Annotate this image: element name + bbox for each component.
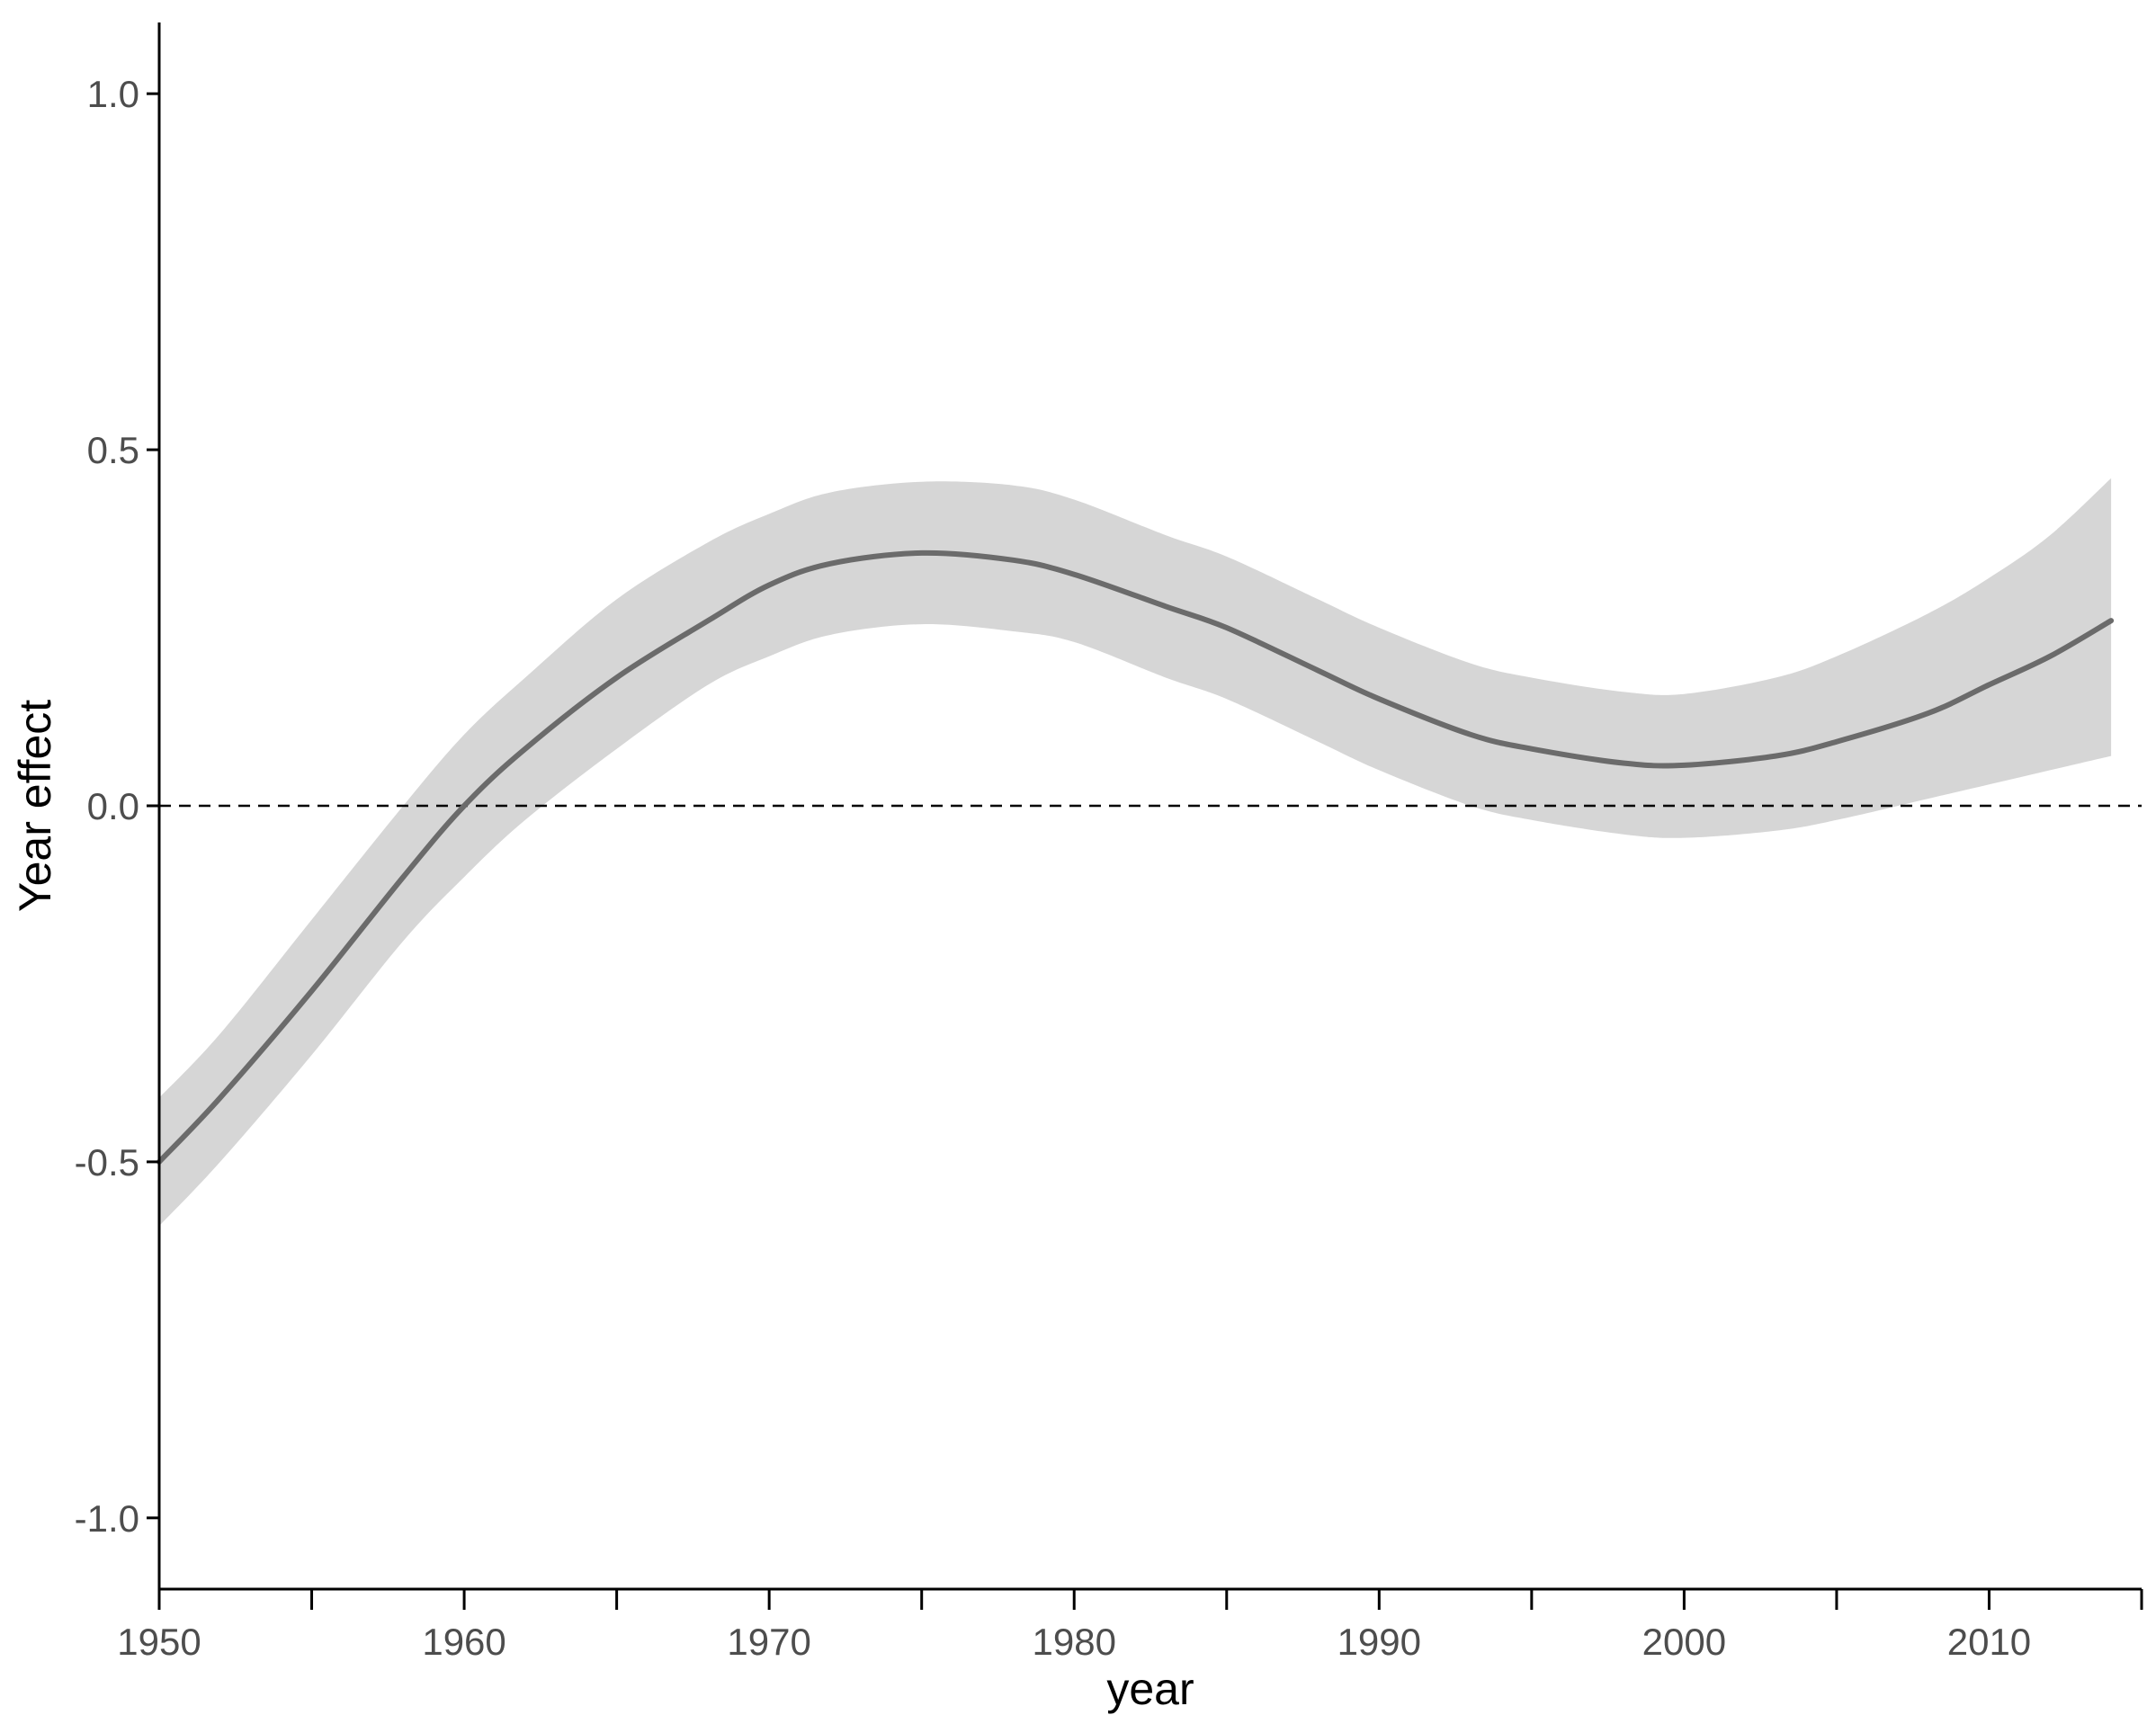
- fit-line-layer: [157, 549, 2115, 1165]
- y-axis-ticks: -1.0 -0.5 0.0 0.5 1.0: [75, 73, 159, 1540]
- y-tick-label: -0.5: [75, 1141, 139, 1184]
- y-tick-label: 0.5: [87, 429, 139, 471]
- x-tick-label: 2000: [1642, 1621, 1726, 1663]
- confidence-band-layer: [159, 478, 2112, 1227]
- x-axis-title: year: [1106, 1664, 1194, 1714]
- x-tick-label: 2010: [1947, 1621, 2031, 1663]
- x-tick-label: 1960: [422, 1621, 505, 1663]
- x-tick-label: 1970: [727, 1621, 810, 1663]
- x-tick-label: 1950: [117, 1621, 201, 1663]
- fit-line: [157, 549, 2115, 1165]
- y-tick-label: -1.0: [75, 1497, 139, 1540]
- confidence-band: [159, 478, 2112, 1227]
- x-tick-label: 1980: [1033, 1621, 1116, 1663]
- y-tick-label: 0.0: [87, 785, 139, 827]
- y-axis-title: Year effect: [10, 700, 60, 912]
- y-tick-label: 1.0: [87, 73, 139, 115]
- x-tick-label: 1990: [1337, 1621, 1421, 1663]
- x-axis-ticks: 1950 1960 1970 1980 1990 2000 2010: [117, 1589, 2143, 1663]
